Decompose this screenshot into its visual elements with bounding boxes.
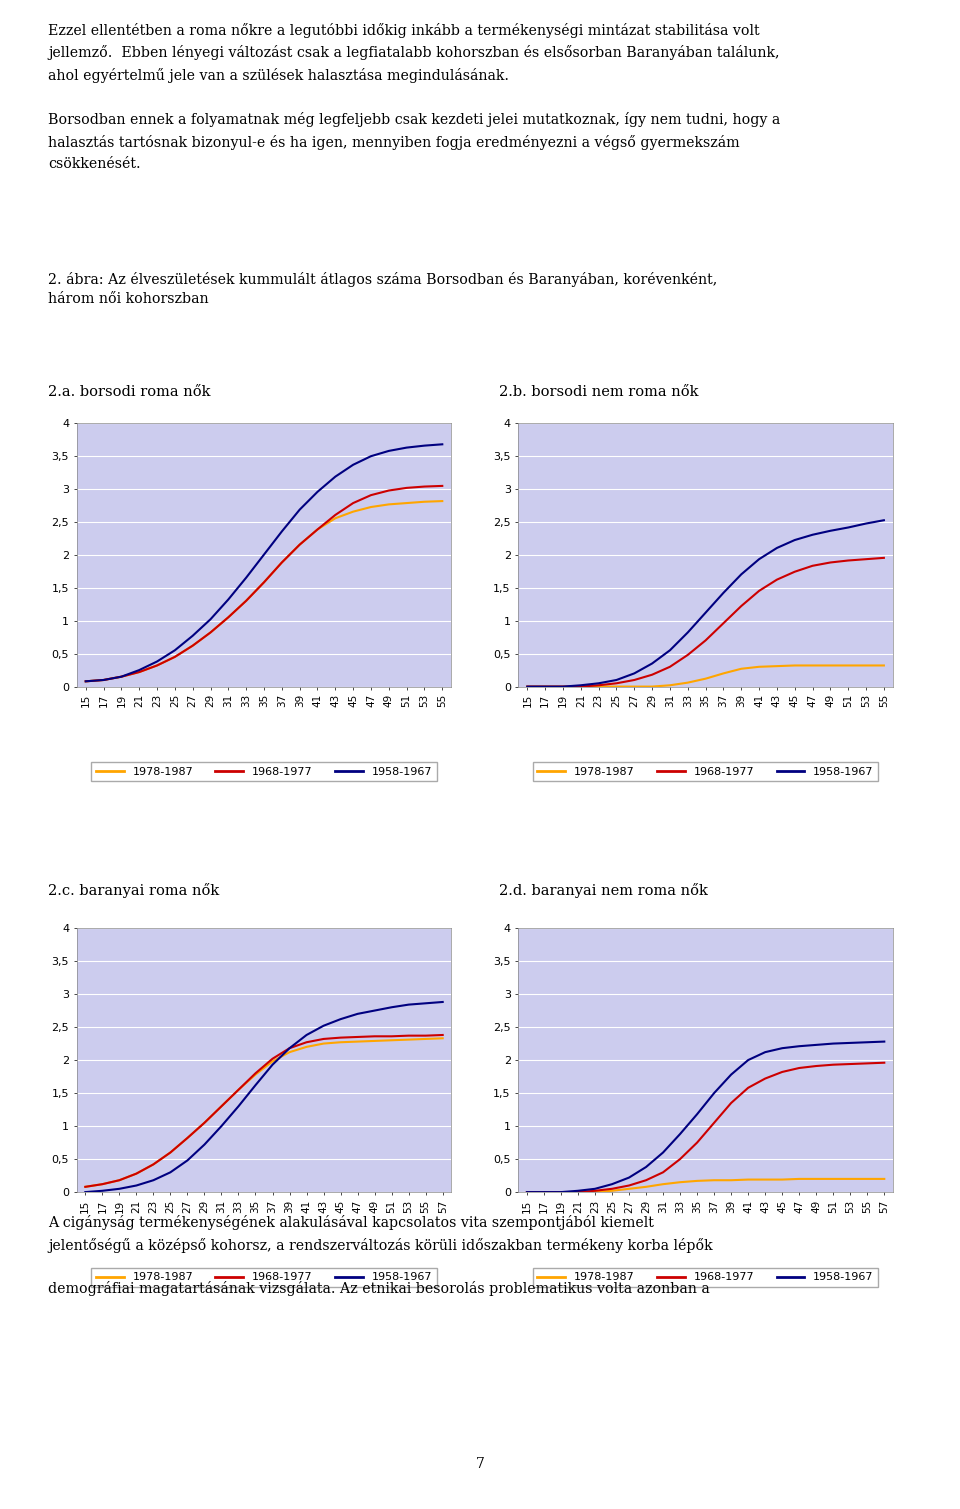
Text: 2.b. borsodi nem roma nők: 2.b. borsodi nem roma nők (499, 385, 699, 400)
Text: A cigányság termékenységének alakulásával kapcsolatos vita szempontjából kiemelt: A cigányság termékenységének alakulásáva… (48, 1215, 712, 1296)
Text: 7: 7 (475, 1456, 485, 1471)
Legend: 1978-1987, 1968-1977, 1958-1967: 1978-1987, 1968-1977, 1958-1967 (91, 1268, 437, 1287)
Text: 2.a. borsodi roma nők: 2.a. borsodi roma nők (48, 385, 210, 400)
Text: Ezzel ellentétben a roma nőkre a legutóbbi időkig inkább a termékenységi mintáza: Ezzel ellentétben a roma nőkre a legutób… (48, 23, 780, 171)
Text: 2. ábra: Az élveszületések kummulált átlagos száma Borsodban és Baranyában, koré: 2. ábra: Az élveszületések kummulált átl… (48, 272, 717, 306)
Legend: 1978-1987, 1968-1977, 1958-1967: 1978-1987, 1968-1977, 1958-1967 (91, 762, 437, 782)
Legend: 1978-1987, 1968-1977, 1958-1967: 1978-1987, 1968-1977, 1958-1967 (533, 762, 878, 782)
Text: 2.d. baranyai nem roma nők: 2.d. baranyai nem roma nők (499, 883, 708, 898)
Text: 2.c. baranyai roma nők: 2.c. baranyai roma nők (48, 883, 219, 898)
Legend: 1978-1987, 1968-1977, 1958-1967: 1978-1987, 1968-1977, 1958-1967 (533, 1268, 878, 1287)
